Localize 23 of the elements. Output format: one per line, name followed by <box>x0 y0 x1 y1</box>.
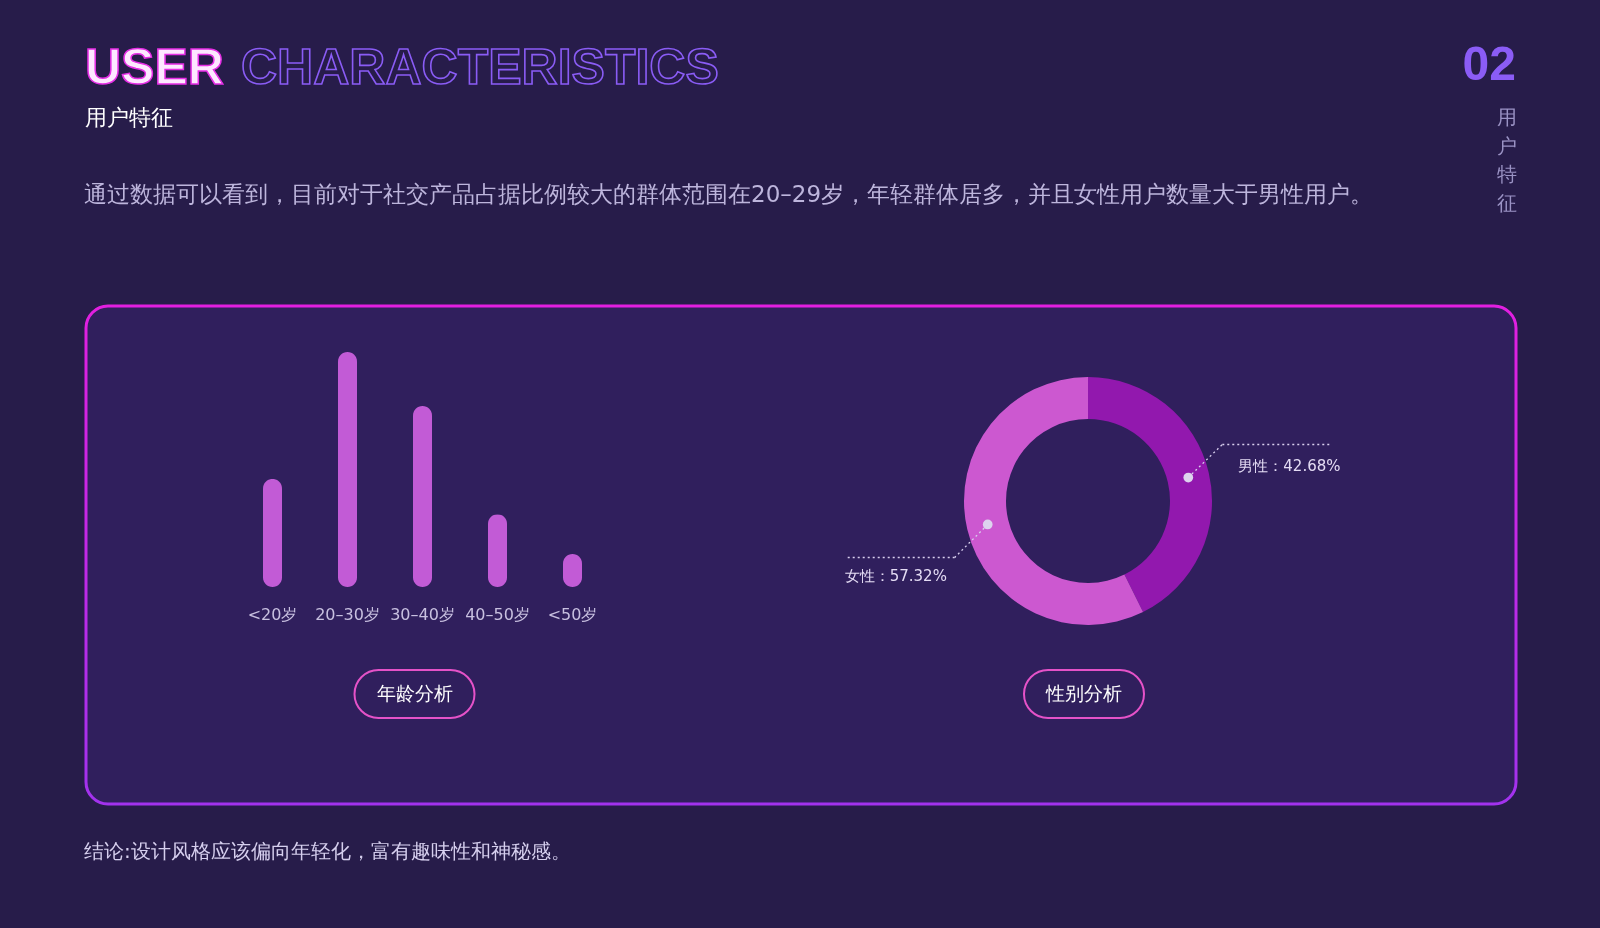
bar <box>263 478 282 587</box>
donut-slice <box>1088 377 1212 613</box>
donut-slice <box>964 377 1144 625</box>
text: 02 <box>1462 37 1516 90</box>
x-tick-label: 30–40岁 <box>390 605 455 624</box>
text: 通过数据可以看到，目前对于社交产品占据比例较大的群体范围在20–29岁，年轻群体居多，并且女性用户数量大于男性用户。 <box>84 181 1374 207</box>
slice-label: 女性 <box>844 567 875 586</box>
x-tick-label: 40–50岁 <box>465 605 530 624</box>
slice-label: 男性 <box>1238 456 1269 475</box>
data-label: ：57.32% <box>874 567 947 586</box>
bar <box>488 514 507 587</box>
x-tick-label: 20–30岁 <box>315 605 380 624</box>
data-label: ：42.68% <box>1268 456 1341 475</box>
text: 用户特征 <box>1497 105 1517 215</box>
text: 性别分析 <box>1045 682 1122 704</box>
x-tick-label: <20岁 <box>247 605 298 624</box>
bar <box>413 406 432 587</box>
text: 结论:设计风格应该偏向年轻化，富有趣味性和神秘感。 <box>84 839 571 863</box>
text: 用户特征 <box>85 105 173 130</box>
x-tick-label: <50岁 <box>547 605 598 624</box>
text: 年龄分析 <box>376 682 453 704</box>
bar <box>338 352 357 587</box>
text: USER CHARACTERISTICS <box>85 39 719 95</box>
